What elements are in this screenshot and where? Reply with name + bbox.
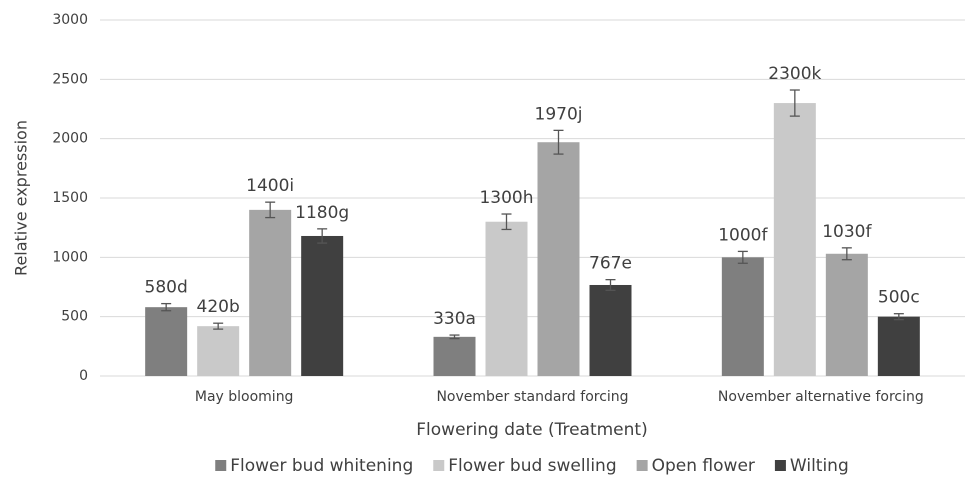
value-label: 1970j — [535, 104, 583, 124]
bar — [721, 257, 764, 376]
y-tick-label: 2500 — [52, 71, 88, 87]
x-axis-title: Flowering date (Treatment) — [416, 420, 647, 440]
error-bar — [737, 250, 748, 264]
value-label: 1400i — [246, 176, 294, 196]
value-label: 1300h — [479, 188, 533, 208]
y-axis-title: Relative expression — [12, 120, 31, 276]
y-tick-label: 0 — [79, 368, 88, 384]
error-bar — [161, 302, 172, 312]
y-tick-label: 2000 — [52, 131, 88, 147]
error-bar — [265, 201, 276, 219]
y-tick-label: 3000 — [52, 12, 88, 28]
bar — [301, 235, 344, 376]
value-label: 330a — [433, 309, 476, 329]
value-label: 420b — [197, 297, 240, 317]
error-bar — [317, 228, 328, 244]
bar — [485, 221, 528, 376]
x-tick-label: November alternative forcing — [718, 389, 924, 405]
legend-label: Wilting — [790, 456, 849, 476]
x-tick-label: May blooming — [195, 389, 294, 405]
y-tick-label: 500 — [61, 309, 88, 325]
value-label: 580d — [145, 278, 188, 298]
error-bar — [893, 313, 904, 321]
x-tick-label: November standard forcing — [436, 389, 628, 405]
bar — [537, 142, 580, 376]
bar — [249, 209, 292, 376]
error-bar — [841, 247, 852, 261]
legend-label: Flower bud whitening — [230, 456, 413, 476]
value-label: 2300k — [768, 64, 821, 84]
value-label: 1000f — [718, 225, 768, 245]
error-bar — [605, 278, 616, 291]
error-bar — [213, 322, 224, 330]
legend-swatch — [636, 460, 648, 471]
value-label: 1180g — [295, 203, 349, 223]
bar — [433, 336, 476, 376]
y-tick-label: 1000 — [52, 249, 88, 265]
error-bar — [789, 89, 800, 117]
value-label: 500c — [878, 288, 920, 308]
bar — [825, 253, 868, 376]
bar — [877, 316, 920, 376]
bar — [589, 284, 632, 376]
legend-swatch — [215, 460, 227, 471]
bar — [145, 307, 188, 376]
bar — [197, 326, 240, 376]
legend-label: Open flower — [652, 456, 755, 476]
error-bar — [449, 334, 460, 340]
error-bar — [553, 129, 564, 155]
value-label: 1030f — [822, 222, 872, 242]
legend-swatch — [433, 460, 445, 471]
legend-swatch — [774, 460, 786, 471]
bar — [773, 103, 816, 377]
y-tick-label: 1500 — [52, 190, 88, 206]
error-bar — [501, 213, 512, 231]
legend-label: Flower bud swelling — [448, 456, 616, 476]
value-label: 767e — [589, 254, 632, 274]
